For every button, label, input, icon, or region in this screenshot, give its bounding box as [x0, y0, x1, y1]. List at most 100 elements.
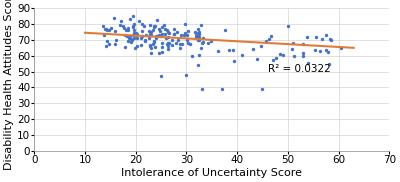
Point: [146, 44, 153, 47]
Point: [263, 39, 269, 42]
Point: [131, 31, 137, 34]
Point: [149, 43, 156, 46]
Point: [134, 44, 140, 47]
Point: [250, 47, 256, 50]
Point: [324, 51, 331, 54]
Point: [198, 88, 205, 90]
Point: [165, 35, 172, 38]
Point: [197, 47, 204, 50]
Point: [183, 73, 190, 76]
Point: [177, 47, 184, 50]
Point: [161, 27, 168, 30]
Point: [288, 48, 295, 50]
Point: [268, 34, 274, 37]
Point: [120, 25, 126, 28]
Point: [164, 28, 170, 31]
Point: [254, 58, 261, 61]
Point: [151, 25, 157, 28]
Point: [108, 26, 114, 29]
Point: [128, 38, 134, 41]
Point: [138, 43, 145, 46]
Point: [157, 35, 163, 37]
Point: [126, 37, 132, 40]
Point: [328, 38, 334, 41]
Point: [154, 34, 161, 37]
Point: [130, 26, 136, 29]
Point: [142, 39, 148, 42]
Point: [270, 58, 277, 61]
Point: [273, 56, 280, 59]
Point: [184, 39, 190, 41]
Point: [186, 43, 193, 46]
Point: [103, 40, 110, 43]
Point: [171, 27, 177, 30]
Point: [136, 20, 142, 23]
Point: [142, 40, 148, 43]
Point: [128, 40, 134, 43]
Point: [181, 34, 188, 37]
Point: [153, 35, 159, 38]
Point: [102, 27, 108, 30]
Point: [151, 25, 157, 28]
Point: [300, 42, 306, 45]
Point: [130, 37, 137, 39]
Point: [112, 42, 118, 45]
Point: [164, 42, 170, 45]
Point: [177, 43, 183, 46]
Point: [159, 45, 165, 48]
Point: [168, 44, 175, 47]
Point: [152, 24, 158, 27]
Point: [192, 30, 198, 33]
Point: [122, 33, 128, 36]
Point: [161, 33, 168, 35]
Point: [139, 35, 146, 37]
Point: [111, 16, 118, 19]
Point: [304, 36, 310, 39]
Point: [139, 35, 146, 38]
Point: [290, 42, 296, 45]
Point: [199, 42, 205, 45]
Point: [196, 53, 203, 56]
Point: [113, 39, 119, 42]
Point: [133, 31, 139, 34]
Point: [101, 34, 107, 37]
Point: [165, 41, 172, 44]
Point: [194, 64, 201, 67]
Point: [134, 33, 140, 35]
Point: [319, 38, 326, 41]
Point: [106, 42, 113, 45]
Point: [148, 51, 154, 54]
Point: [327, 37, 333, 40]
Point: [159, 26, 166, 29]
Point: [138, 29, 145, 32]
Point: [159, 51, 165, 54]
Point: [131, 23, 137, 26]
Point: [156, 27, 162, 30]
Point: [146, 29, 152, 32]
Point: [208, 40, 214, 43]
Point: [152, 37, 159, 39]
Point: [159, 41, 165, 44]
Point: [130, 33, 136, 36]
Point: [222, 28, 228, 31]
Text: R² = 0.0322: R² = 0.0322: [268, 64, 330, 74]
Point: [124, 29, 131, 32]
Point: [284, 24, 291, 27]
Point: [147, 24, 153, 27]
Point: [122, 29, 129, 32]
Point: [154, 18, 160, 21]
Point: [130, 15, 136, 17]
Point: [231, 59, 238, 62]
Point: [158, 75, 164, 78]
Y-axis label: Disability Health Attitudes Score: Disability Health Attitudes Score: [4, 0, 14, 170]
Point: [174, 38, 181, 41]
Point: [103, 45, 109, 48]
Point: [138, 37, 145, 39]
Point: [130, 25, 136, 27]
Point: [196, 39, 202, 42]
Point: [138, 22, 145, 25]
Point: [152, 46, 158, 48]
Point: [100, 24, 106, 27]
Point: [323, 48, 329, 51]
Point: [106, 29, 113, 31]
